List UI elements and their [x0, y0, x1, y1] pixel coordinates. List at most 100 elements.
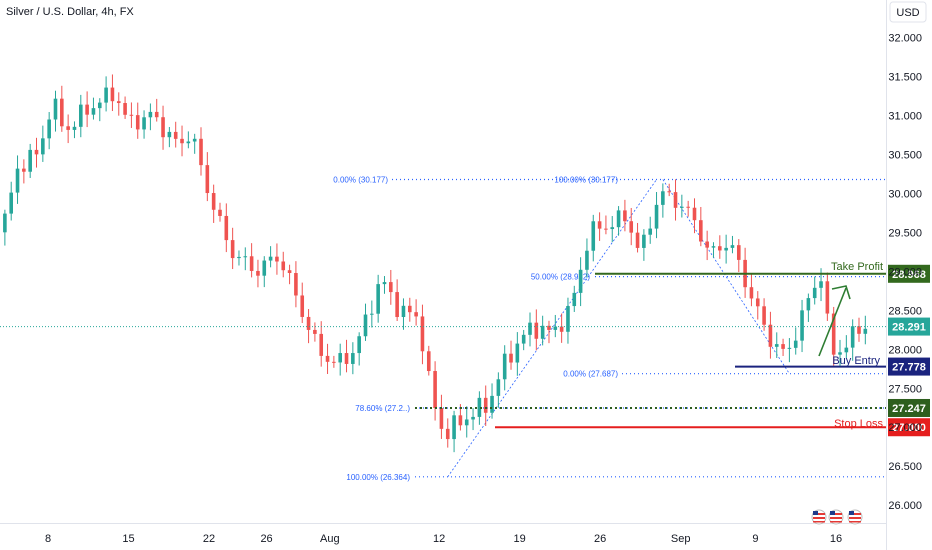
y-tick-label: 29.000 — [888, 266, 922, 278]
candle-body — [464, 419, 469, 426]
candle-body — [230, 240, 235, 259]
levels: 28.968 28.291 27.778 27.247 27.000 — [0, 264, 930, 437]
y-tick-label: 26.000 — [888, 500, 922, 512]
candle-body — [249, 256, 254, 271]
candle-body — [22, 168, 26, 172]
candle-body — [623, 210, 627, 222]
candle-body — [521, 334, 526, 344]
us-flag-icon[interactable] — [847, 509, 863, 525]
candle-body — [351, 353, 355, 364]
candle-body — [275, 256, 279, 262]
candle-body — [667, 191, 671, 193]
candle-body — [825, 281, 830, 314]
candle-body — [534, 322, 539, 339]
currency-button[interactable] — [889, 1, 927, 23]
candle-body — [578, 269, 583, 293]
candle-body — [3, 213, 7, 233]
candle-body — [135, 115, 140, 130]
us-flag-icon[interactable] — [811, 509, 827, 525]
candle-body — [762, 306, 766, 325]
x-tick-label: 26 — [260, 533, 272, 545]
candle-body — [597, 221, 602, 229]
y-tick-label: 28.500 — [888, 305, 922, 317]
price-badge[interactable] — [888, 317, 930, 336]
fib-level-label: 78.60% (27.2..) — [355, 404, 410, 413]
candle-body — [787, 347, 792, 349]
candle-body — [838, 352, 842, 355]
time-axis[interactable]: 8 15 22 26 Aug 12 19 26 Sep 9 16 — [45, 533, 842, 545]
price-badge[interactable] — [888, 264, 930, 283]
y-tick-label: 31.000 — [888, 110, 922, 122]
candle-body — [332, 361, 336, 363]
price-badge-label: 27.247 — [892, 403, 926, 415]
fib-trendline — [447, 179, 657, 478]
x-tick-label: 9 — [752, 533, 758, 545]
candle-body — [281, 261, 286, 271]
candle-body — [344, 353, 349, 364]
candle-body — [730, 245, 735, 248]
stop-loss-label: Stop Loss — [834, 418, 883, 430]
currency-label: USD — [896, 7, 919, 19]
candle-body — [262, 260, 267, 276]
candle-body — [433, 371, 437, 409]
candle-body — [370, 313, 374, 315]
candle-body — [180, 138, 184, 144]
candle-body — [154, 111, 159, 118]
candle-body — [553, 326, 558, 330]
candle-body — [97, 102, 102, 109]
candle-body — [540, 325, 545, 339]
candle-body — [338, 353, 342, 363]
candle-body — [218, 209, 222, 216]
price-badge-label: 27.778 — [892, 362, 926, 374]
candle-body — [256, 270, 260, 276]
candle-body — [420, 316, 425, 352]
x-tick-label: 12 — [433, 533, 445, 545]
candle-body — [110, 87, 115, 102]
candle-body — [616, 210, 621, 228]
candle-body — [635, 232, 640, 248]
candle-body — [211, 193, 216, 210]
candle-body — [502, 353, 507, 380]
x-tick-label: 26 — [594, 533, 606, 545]
candle-body — [610, 227, 615, 230]
price-badge[interactable] — [888, 418, 930, 437]
candle-body — [287, 270, 292, 274]
fib-trendline — [662, 179, 790, 374]
candle-body — [41, 138, 45, 155]
price-axis[interactable]: 32.000 31.500 31.000 30.500 30.000 29.500 29.0… — [888, 32, 922, 512]
candle-body — [490, 395, 494, 413]
x-tick-label: 15 — [122, 533, 134, 545]
candle-body — [496, 379, 501, 396]
candle-body — [104, 87, 108, 103]
candle-body — [585, 250, 589, 270]
candle-body — [705, 241, 709, 248]
candle-body — [192, 138, 197, 142]
x-tick-label: Sep — [671, 533, 691, 545]
fib-lines: 0.00% (30.177) 100.00% (30.177) 50.00% (28… — [333, 176, 886, 482]
x-tick-label: 19 — [514, 533, 526, 545]
candle-body — [812, 287, 817, 299]
x-tick-label: 22 — [203, 533, 215, 545]
y-tick-label: 26.500 — [888, 461, 922, 473]
candle-body — [407, 305, 412, 313]
candles — [3, 74, 868, 453]
take-profit-label: Take Profit — [831, 261, 883, 273]
candle-body — [863, 328, 868, 334]
fib-level-label: 100.00% (26.364) — [346, 473, 410, 482]
candle-body — [528, 322, 532, 335]
candle-body — [673, 192, 678, 208]
price-badge[interactable] — [888, 357, 930, 376]
price-badge[interactable] — [888, 398, 930, 417]
candle-body — [806, 298, 811, 311]
candle-body — [724, 247, 728, 251]
candle-body — [483, 397, 488, 413]
us-flag-icon[interactable] — [828, 509, 844, 525]
x-tick-label: Aug — [320, 533, 340, 545]
event-flags[interactable] — [811, 509, 863, 525]
candle-body — [78, 104, 83, 127]
candle-body — [661, 191, 665, 205]
candle-body — [768, 324, 773, 347]
candle-body — [458, 415, 463, 426]
y-tick-label: 29.500 — [888, 227, 922, 239]
